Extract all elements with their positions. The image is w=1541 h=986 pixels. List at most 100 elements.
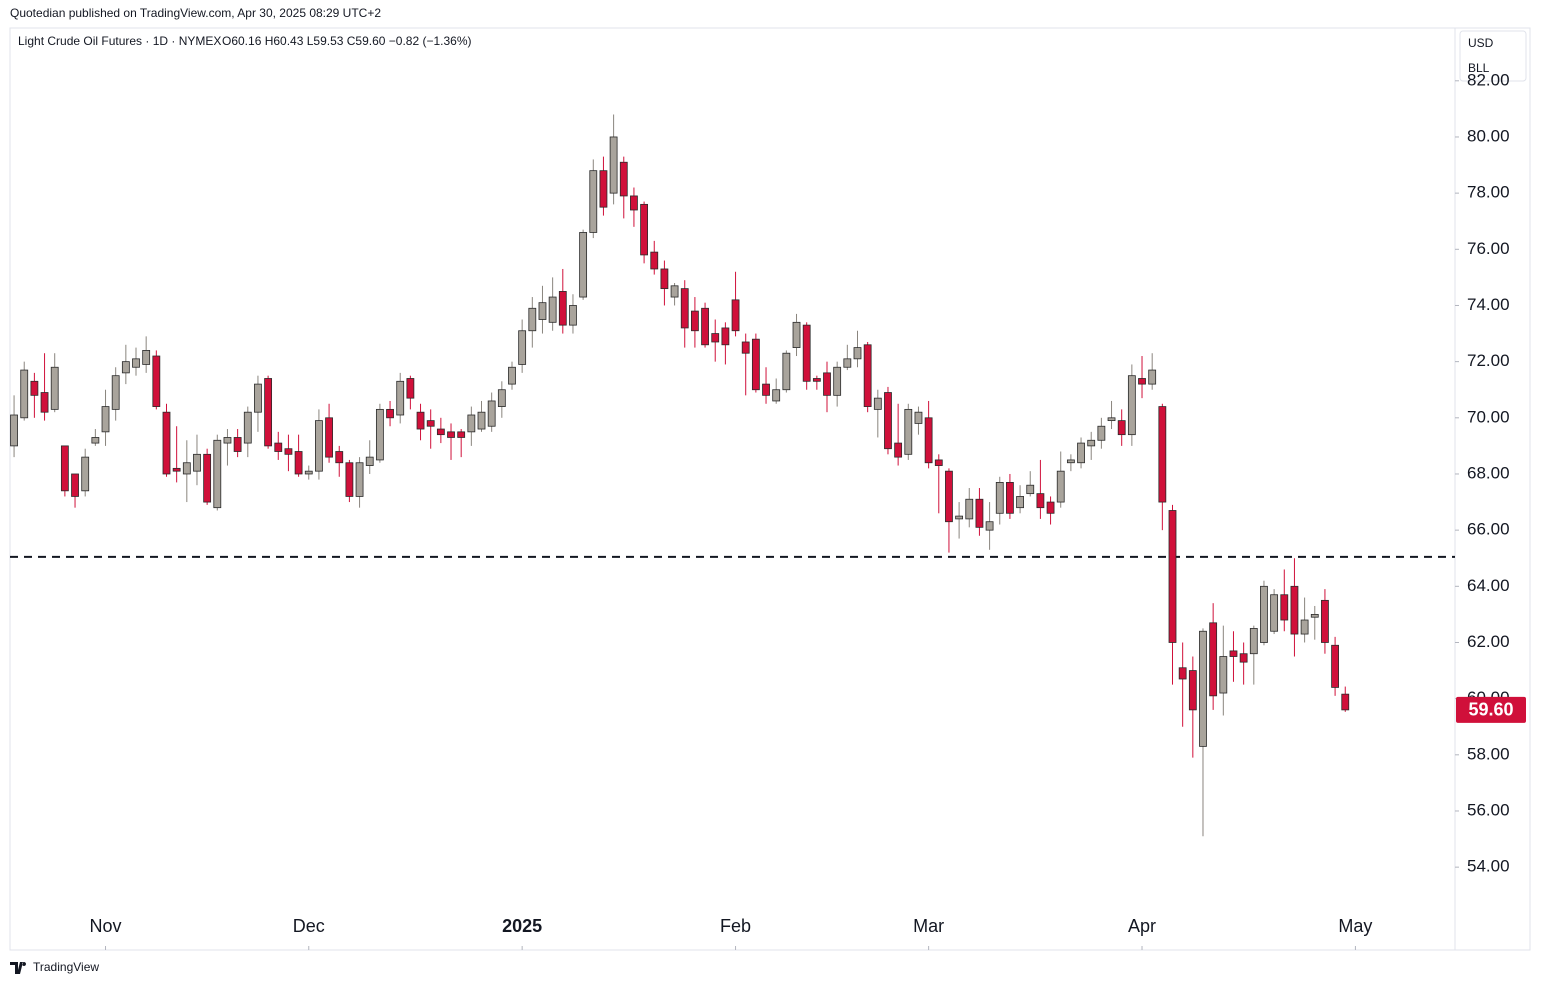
legend-unit: BLL <box>1468 61 1490 75</box>
candle-body <box>1066 459 1075 464</box>
candle-body <box>294 451 303 475</box>
candle-body <box>172 467 181 472</box>
chart-frame <box>9 27 1531 951</box>
candle-body <box>213 439 222 509</box>
candle-body <box>1199 630 1207 747</box>
candle-body <box>1178 667 1187 680</box>
footer-brand: TradingView <box>33 960 99 974</box>
tv-logo <box>10 962 27 974</box>
candle-body <box>762 383 770 396</box>
candle-body <box>599 170 608 208</box>
candle-body <box>640 203 648 256</box>
candle-body <box>721 327 730 346</box>
y-tick-label: 72.00 <box>1467 351 1510 370</box>
candle-body <box>142 350 151 365</box>
candle-body <box>670 285 679 298</box>
candle-body <box>223 437 232 444</box>
candle-body <box>751 338 760 391</box>
candle-body <box>1188 670 1197 711</box>
candle-body <box>995 482 1004 514</box>
candle-body <box>772 389 781 402</box>
candle-body <box>325 417 333 458</box>
legend-currency: USD <box>1468 36 1494 50</box>
x-tick-label: Nov <box>90 916 122 936</box>
candle-body <box>609 136 618 194</box>
candle-body <box>538 302 547 320</box>
candle-body <box>1300 619 1309 635</box>
y-tick-label: 76.00 <box>1467 239 1510 258</box>
y-tick-label: 58.00 <box>1467 744 1510 763</box>
plot-area <box>10 114 1455 837</box>
y-tick-label: 64.00 <box>1467 576 1510 595</box>
candle-body <box>1056 470 1065 503</box>
candle-body <box>436 428 445 436</box>
candle-body <box>10 414 18 447</box>
candle-body <box>497 389 506 407</box>
last-price-label: 59.60 <box>1468 700 1513 720</box>
candle-body <box>152 355 161 407</box>
candle-body <box>569 305 577 326</box>
candle-body <box>884 392 892 450</box>
candle-body <box>111 375 120 410</box>
candle-body <box>965 498 974 520</box>
candle-body <box>914 411 923 424</box>
candle-body <box>1148 369 1157 385</box>
candle-body <box>1077 442 1085 464</box>
candle-body <box>60 445 69 492</box>
candle-body <box>589 170 598 233</box>
candle-body <box>579 232 588 298</box>
candle-body <box>81 456 90 492</box>
candle-body <box>924 417 933 464</box>
y-tick-label: 68.00 <box>1467 463 1510 482</box>
candle-body <box>467 414 476 433</box>
candle-body <box>1331 644 1339 688</box>
candle-body <box>558 291 567 326</box>
candle-body <box>853 347 862 360</box>
candle-body <box>315 420 323 472</box>
candle-body <box>1290 585 1299 635</box>
candle-body <box>447 431 455 438</box>
candle-body <box>802 324 811 382</box>
candle-body <box>833 366 842 396</box>
candle-body <box>1087 439 1096 447</box>
last-price-box <box>1456 696 1526 723</box>
candle-body <box>375 408 384 461</box>
candle-body <box>1117 420 1126 436</box>
y-tick-label: 54.00 <box>1467 857 1510 876</box>
candle-body <box>1310 613 1319 618</box>
x-tick-label: May <box>1338 916 1372 936</box>
y-tick-label: 62.00 <box>1467 632 1510 651</box>
candle-body <box>945 470 953 523</box>
candle-body <box>508 366 516 385</box>
candle-body <box>1107 417 1116 422</box>
candle-body <box>701 307 709 346</box>
candle-body <box>20 369 29 419</box>
candle-body <box>975 498 984 528</box>
candle-body <box>1138 378 1146 385</box>
candle-body <box>660 268 669 290</box>
candle-body <box>711 333 720 343</box>
y-tick-label: 70.00 <box>1467 407 1510 426</box>
y-tick-label: 74.00 <box>1467 295 1510 314</box>
candle-body <box>1209 622 1218 697</box>
candle-body <box>894 442 903 458</box>
candle-body <box>416 411 425 430</box>
candle-body <box>132 358 140 368</box>
candle-body <box>264 378 273 447</box>
candle-body <box>650 251 659 270</box>
candle-body <box>91 437 100 444</box>
candle-body <box>731 299 740 332</box>
candle-body <box>274 442 283 452</box>
candle-body <box>243 411 252 444</box>
candle-body <box>406 378 415 399</box>
candle-body <box>1036 493 1045 509</box>
candle-body <box>182 462 191 475</box>
candle-body <box>477 411 486 430</box>
candle-body <box>1026 484 1035 495</box>
candle-body <box>40 392 49 413</box>
chart-title: Light Crude Oil Futures · 1D · NYMEX <box>18 34 221 48</box>
candle-body <box>1341 693 1350 711</box>
candle-body <box>680 288 689 329</box>
